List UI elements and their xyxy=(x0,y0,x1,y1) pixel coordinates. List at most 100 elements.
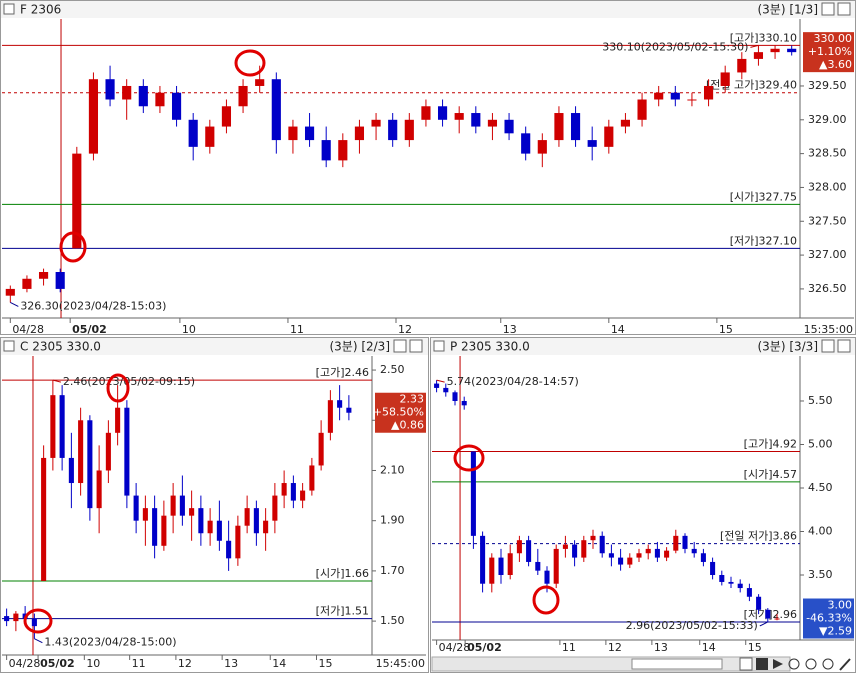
x-tick-label: 14 xyxy=(272,657,286,670)
candle-body xyxy=(554,113,564,141)
candle-body xyxy=(562,544,568,549)
candle-body xyxy=(553,548,559,584)
x-tick-label: 13 xyxy=(224,657,238,670)
x-tick-label: 11 xyxy=(290,323,304,336)
candle-body xyxy=(133,495,139,521)
y-tick-label: 3.50 xyxy=(808,568,833,581)
checkbox[interactable] xyxy=(3,3,15,15)
x-tick-label: 13 xyxy=(654,641,668,654)
panel-interval: (3분) [1/3] xyxy=(757,3,818,17)
candle-body xyxy=(537,140,547,154)
candle-body xyxy=(637,99,647,120)
candle-body xyxy=(756,596,762,610)
candle-body xyxy=(55,272,65,289)
close-button[interactable] xyxy=(409,339,423,353)
candle-body xyxy=(216,520,222,541)
panel-interval: (3분) [2/3] xyxy=(329,340,390,354)
candle-body xyxy=(572,544,578,558)
panel-header xyxy=(1,1,855,18)
candle-body xyxy=(198,508,204,534)
candle-body xyxy=(570,113,581,141)
close-button[interactable] xyxy=(837,339,851,353)
x-tick-label: 04/28 xyxy=(9,657,41,670)
zoom-button[interactable] xyxy=(822,658,834,670)
charts: 329.50 329.00 328.50 328.00 327.50 327.00 326.… xyxy=(2,19,854,670)
zoom-out-button[interactable] xyxy=(805,658,817,670)
candle-body xyxy=(627,557,633,565)
candle-body xyxy=(87,420,93,509)
scroll-track[interactable] xyxy=(431,656,791,672)
y-tick-label: 4.00 xyxy=(808,524,833,537)
play-button[interactable] xyxy=(773,659,783,669)
panel-title: P 2305 330.0 xyxy=(450,340,530,354)
candle-body xyxy=(746,588,752,597)
y-tick-label: 328.50 xyxy=(808,147,847,160)
candle-body xyxy=(604,126,614,147)
checkbox[interactable] xyxy=(433,340,445,352)
candle-body xyxy=(737,583,743,589)
panel-interval: (3분) [3/3] xyxy=(757,340,818,354)
highlight-circle xyxy=(532,585,560,615)
candle-body xyxy=(263,520,269,534)
candle-body xyxy=(587,140,597,147)
chart-1: 2.502.302.101.901.701.5004/2805/02101112… xyxy=(2,356,426,670)
price-box-text: 2.33 xyxy=(400,393,425,406)
candle-body xyxy=(787,48,797,53)
candle-body xyxy=(338,140,348,161)
candle-body xyxy=(50,395,56,458)
reference-label: [고가]330.10 xyxy=(730,31,797,44)
candle-body xyxy=(691,548,697,554)
panel-frame xyxy=(430,337,856,673)
reference-label: [저가]2.96 xyxy=(744,608,797,621)
x-tick-label: 15 xyxy=(748,641,762,654)
reference-label: [저가]1.51 xyxy=(316,605,369,618)
candle-body xyxy=(774,618,780,620)
y-tick-label: 1.70 xyxy=(380,564,405,577)
candle-body xyxy=(205,126,215,147)
price-box-text: 3.00 xyxy=(828,599,853,612)
panel-title: C 2305 330.0 xyxy=(20,340,101,354)
candle-body xyxy=(72,153,82,249)
candle-body xyxy=(327,400,333,433)
reference-label: [저가]327.10 xyxy=(730,234,797,247)
restore-button[interactable] xyxy=(821,2,835,16)
candle-body xyxy=(434,383,440,388)
zoom-in-button[interactable] xyxy=(788,658,800,670)
candle-body xyxy=(122,85,132,100)
extreme-label: 326.30(2023/04/28-15:03) xyxy=(20,299,166,312)
candle-body xyxy=(700,553,706,562)
candle-body xyxy=(68,457,74,484)
restore-button[interactable] xyxy=(821,339,835,353)
y-tick-label: 327.50 xyxy=(808,214,847,227)
candle-body xyxy=(504,119,514,134)
candle-body xyxy=(31,618,37,627)
candle-body xyxy=(300,490,306,501)
x-tick-label: 13 xyxy=(503,323,517,336)
checkbox[interactable] xyxy=(3,340,15,352)
stop-button[interactable] xyxy=(756,658,768,670)
candle-body xyxy=(489,557,495,584)
candle-body xyxy=(471,113,481,127)
reference-label: [시가]327.75 xyxy=(730,190,797,203)
candle-body xyxy=(470,451,476,536)
candle-body xyxy=(281,483,287,496)
candle-body xyxy=(673,535,679,551)
candle-body xyxy=(4,616,10,622)
y-tick-label: 2.10 xyxy=(380,463,405,476)
y-tick-label: 1.50 xyxy=(380,614,405,627)
candle-body xyxy=(41,457,47,581)
restore-button[interactable] xyxy=(393,339,407,353)
close-button[interactable] xyxy=(837,2,851,16)
extreme-marker xyxy=(10,301,19,307)
reference-label: [고가]4.92 xyxy=(744,437,797,450)
candle-body xyxy=(487,119,498,127)
candle-body xyxy=(521,133,531,154)
y-tick-label: 5.50 xyxy=(808,394,833,407)
tool-button[interactable] xyxy=(839,658,851,671)
candle-body xyxy=(221,106,232,127)
candle-body xyxy=(179,495,185,516)
scroll-thumb[interactable] xyxy=(631,658,723,670)
price-box: 2.33+58.50%▲0.86 xyxy=(373,392,426,433)
candle-body xyxy=(664,550,670,558)
nav-button[interactable] xyxy=(739,657,753,671)
